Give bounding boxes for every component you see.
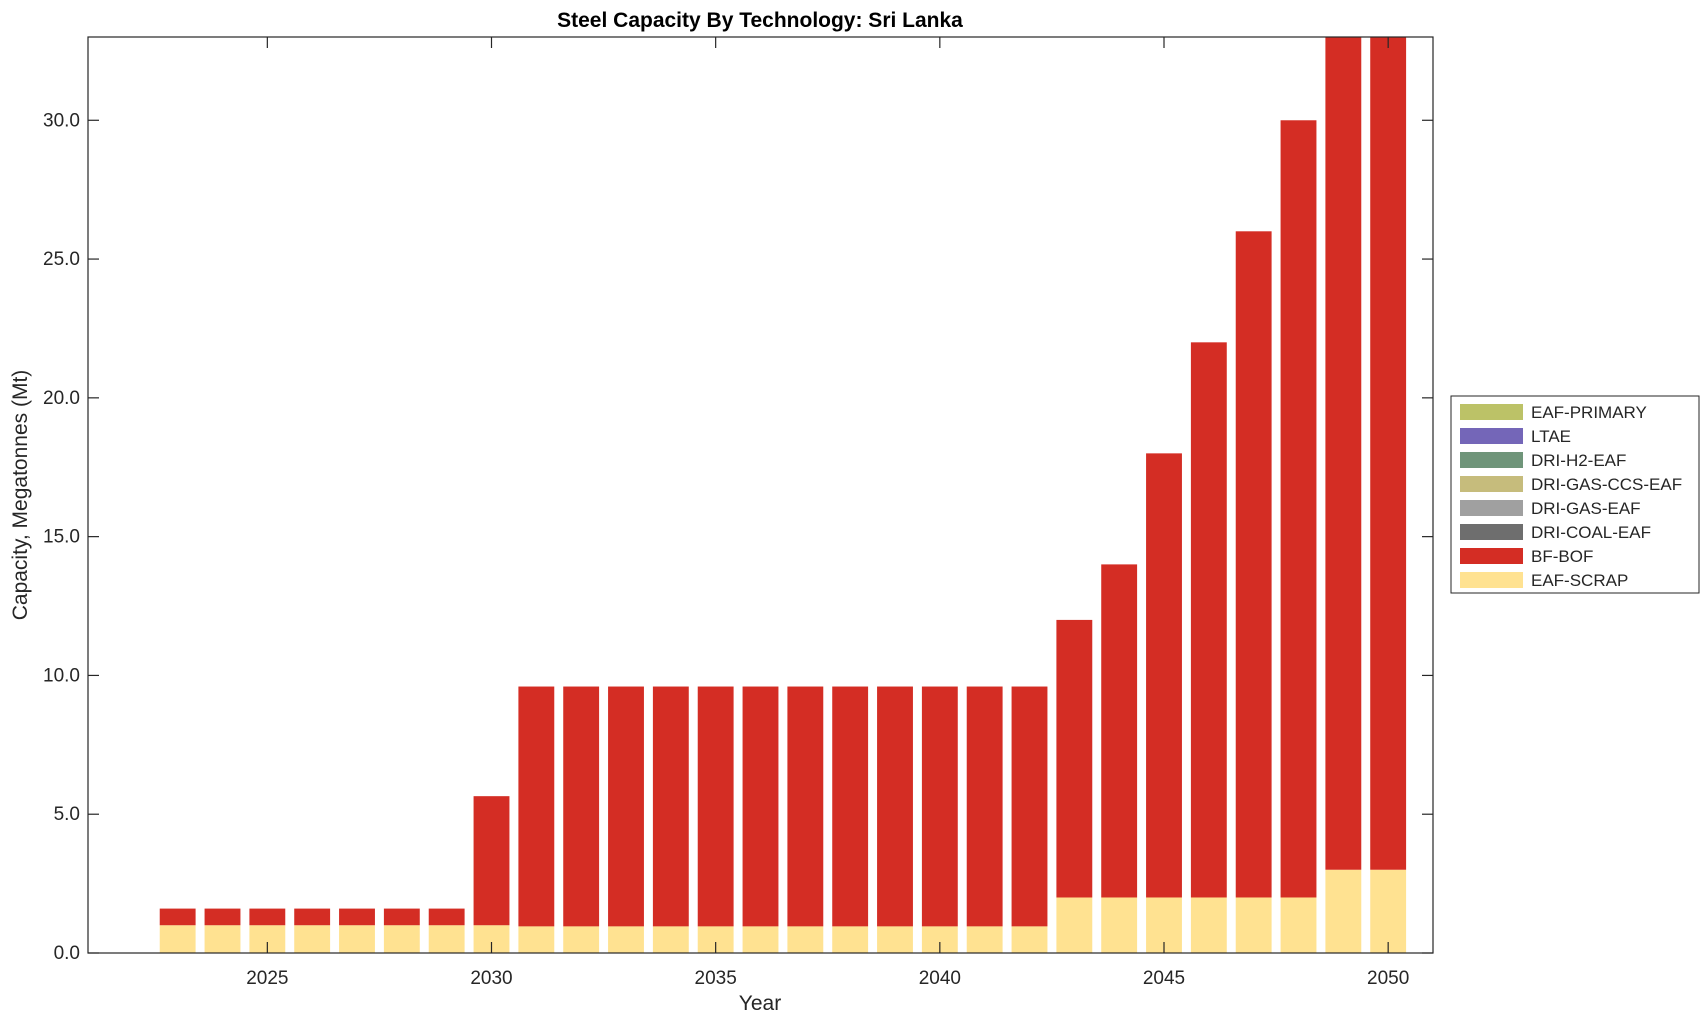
y-tick-label: 5.0: [54, 804, 80, 825]
bar-bf-bof-2023: [159, 908, 196, 926]
legend-swatch-ltae: [1460, 428, 1523, 444]
bar-bf-bof-2040: [921, 686, 958, 927]
bar-bf-bof-2047: [1235, 231, 1272, 898]
bar-bf-bof-2045: [1146, 453, 1182, 898]
x-axis-title: Year: [739, 992, 781, 1015]
x-axis: 2025 2030 2035 2040 2045 2050: [246, 37, 1409, 989]
y-tick-label: 30.0: [43, 110, 80, 131]
legend-swatch-dri-coal-eaf: [1460, 524, 1523, 540]
bar-eaf-scrap-2041: [966, 926, 1003, 953]
bar-bf-bof-2041: [966, 686, 1003, 927]
bar-eaf-scrap-2026: [294, 925, 331, 953]
bar-eaf-scrap-2048: [1280, 897, 1317, 953]
bar-bf-bof-2044: [1101, 564, 1138, 898]
x-tick-label: 2025: [246, 968, 288, 989]
y-axis: 0.0 5.0 10.0 15.0 20.0 25.0 30.0: [43, 110, 1433, 964]
bar-bf-bof-2037: [787, 686, 824, 927]
legend-label-dri-gas-eaf: DRI-GAS-EAF: [1531, 499, 1641, 518]
bars-group: [159, 37, 1407, 953]
bar-bf-bof-2031: [518, 686, 555, 927]
x-tick-label: 2050: [1367, 968, 1409, 989]
bar-eaf-scrap-2024: [204, 925, 241, 953]
x-tick-label: 2035: [695, 968, 737, 989]
bar-bf-bof-2028: [383, 908, 420, 926]
legend-label-dri-h2-eaf: DRI-H2-EAF: [1531, 451, 1626, 470]
bar-eaf-scrap-2028: [383, 925, 420, 953]
y-axis-title: Capacity, Megatonnes (Mt): [9, 370, 32, 621]
bar-eaf-scrap-2023: [159, 925, 196, 953]
bar-bf-bof-2039: [877, 686, 913, 927]
bar-bf-bof-2032: [563, 686, 600, 927]
y-tick-label: 10.0: [43, 665, 80, 686]
legend-label-ltae: LTAE: [1531, 427, 1571, 446]
bar-eaf-scrap-2037: [787, 926, 824, 953]
bar-bf-bof-2035: [697, 686, 734, 927]
x-tick-label: 2045: [1143, 968, 1185, 989]
bar-bf-bof-2042: [1011, 686, 1048, 927]
legend-label-eaf-scrap: EAF-SCRAP: [1531, 571, 1628, 590]
y-tick-label: 0.0: [54, 943, 80, 964]
legend-swatch-dri-gas-ccs-eaf: [1460, 476, 1523, 492]
bar-eaf-scrap-2031: [518, 926, 555, 953]
y-tick-label: 25.0: [43, 249, 80, 270]
bar-eaf-scrap-2043: [1056, 897, 1093, 953]
legend-items: EAF-PRIMARY LTAE DRI-H2-EAF DRI-GAS-CCS-EAF…: [1460, 403, 1682, 590]
y-tick-label: 15.0: [43, 527, 80, 548]
bar-bf-bof-2029: [428, 908, 465, 926]
bar-eaf-scrap-2039: [877, 926, 913, 953]
bar-eaf-scrap-2049: [1325, 869, 1362, 953]
bar-bf-bof-2033: [608, 686, 644, 927]
bar-eaf-scrap-2046: [1190, 897, 1227, 953]
bar-eaf-scrap-2047: [1235, 897, 1272, 953]
bar-bf-bof-2038: [832, 686, 869, 927]
bar-eaf-scrap-2033: [608, 926, 644, 953]
legend-label-dri-coal-eaf: DRI-COAL-EAF: [1531, 523, 1651, 542]
legend-label-bf-bof: BF-BOF: [1531, 547, 1593, 566]
legend-swatch-bf-bof: [1460, 548, 1523, 564]
bar-eaf-scrap-2044: [1101, 897, 1138, 953]
bar-bf-bof-2043: [1056, 619, 1093, 898]
bar-bf-bof-2030: [473, 796, 510, 926]
bar-eaf-scrap-2034: [652, 926, 689, 953]
bar-bf-bof-2036: [742, 686, 779, 927]
bar-eaf-scrap-2042: [1011, 926, 1048, 953]
legend-swatch-dri-h2-eaf: [1460, 452, 1523, 468]
bar-bf-bof-2026: [294, 908, 331, 926]
bar-bf-bof-2049: [1325, 37, 1362, 870]
bar-eaf-scrap-2036: [742, 926, 779, 953]
legend-swatch-eaf-primary: [1460, 404, 1523, 420]
bar-bf-bof-2048: [1280, 120, 1317, 898]
x-tick-label: 2030: [470, 968, 512, 989]
bar-bf-bof-2027: [339, 908, 375, 926]
bar-bf-bof-2024: [204, 908, 241, 926]
bar-eaf-scrap-2032: [563, 926, 600, 953]
bar-bf-bof-2034: [652, 686, 689, 927]
bar-eaf-scrap-2029: [428, 925, 465, 953]
bar-bf-bof-2050: [1370, 37, 1407, 870]
x-tick-label: 2040: [919, 968, 961, 989]
bar-bf-bof-2046: [1190, 342, 1227, 898]
legend-swatch-dri-gas-eaf: [1460, 500, 1523, 516]
bar-eaf-scrap-2050: [1370, 869, 1407, 953]
y-tick-label: 20.0: [43, 388, 80, 409]
legend-label-dri-gas-ccs-eaf: DRI-GAS-CCS-EAF: [1531, 475, 1682, 494]
legend: EAF-PRIMARY LTAE DRI-H2-EAF DRI-GAS-CCS-EAF…: [1450, 395, 1700, 594]
legend-label-eaf-primary: EAF-PRIMARY: [1531, 403, 1647, 422]
bar-eaf-scrap-2038: [832, 926, 869, 953]
legend-swatch-eaf-scrap: [1460, 572, 1523, 588]
bar-bf-bof-2025: [249, 908, 286, 926]
plot-frame: [87, 36, 1434, 954]
chart-title: Steel Capacity By Technology: Sri Lanka: [557, 9, 963, 32]
bar-eaf-scrap-2027: [339, 925, 375, 953]
